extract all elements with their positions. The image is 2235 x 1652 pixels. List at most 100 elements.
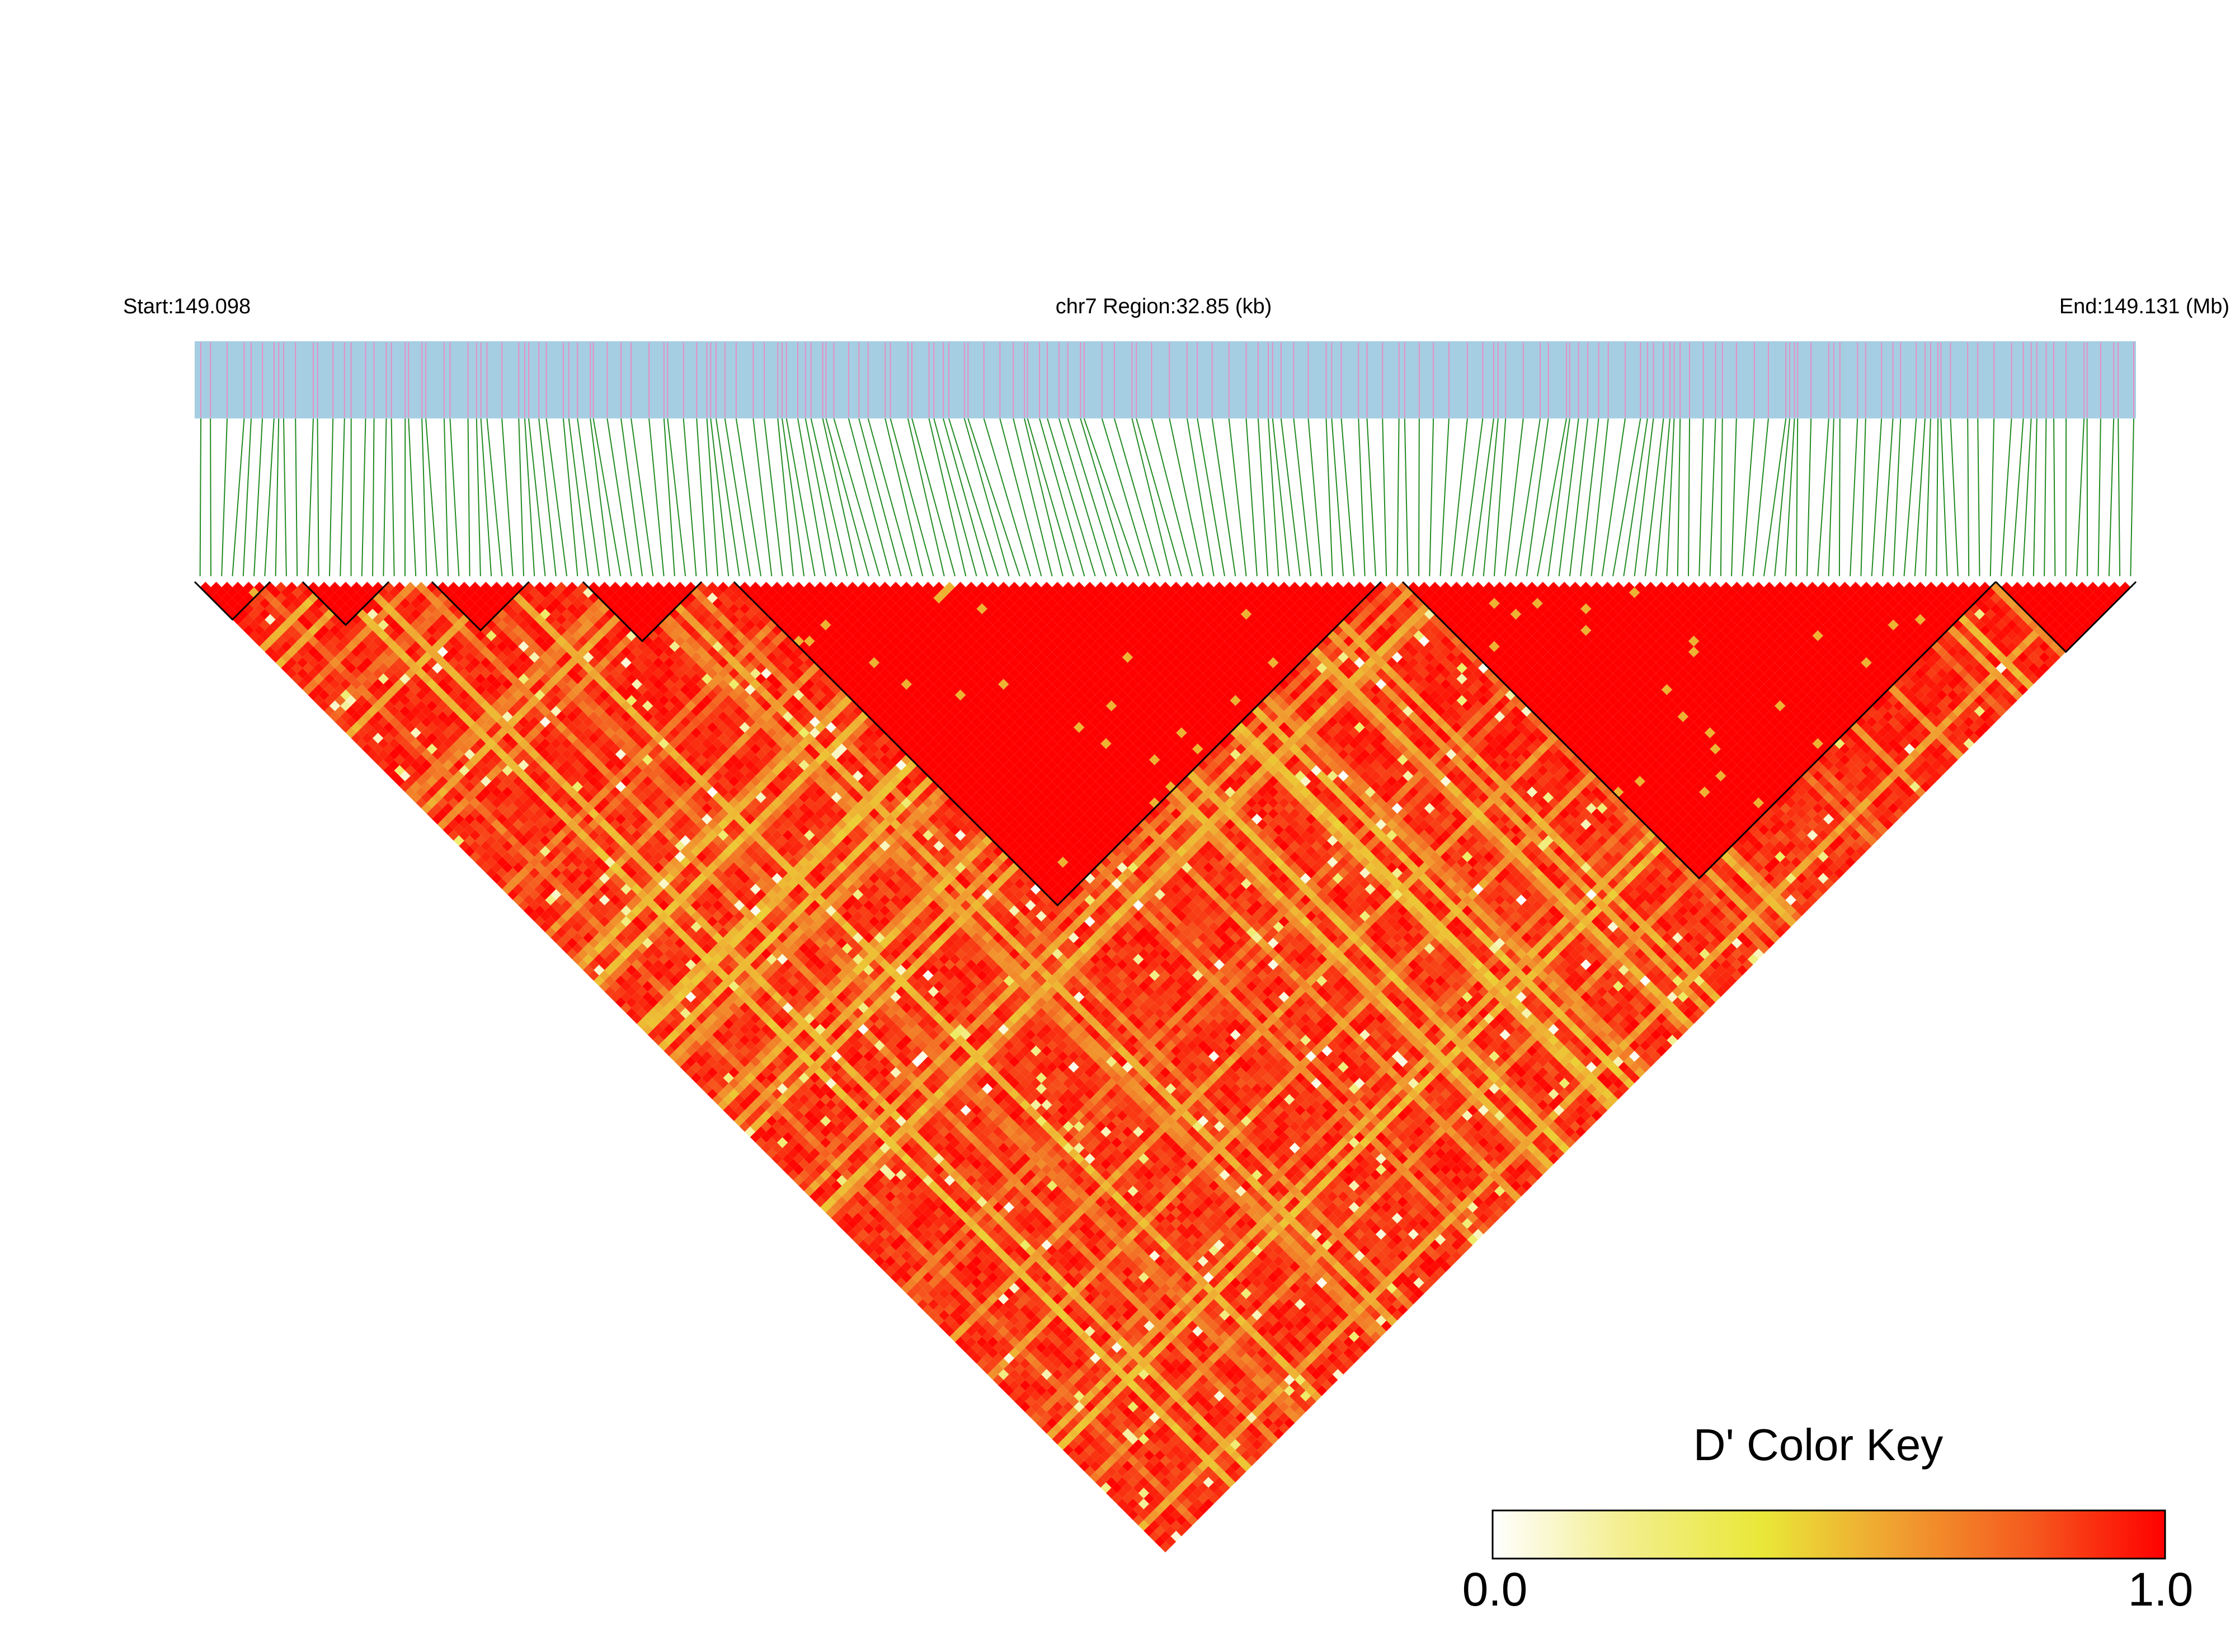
ld-cell bbox=[755, 1126, 766, 1137]
ld-cell bbox=[238, 619, 249, 630]
snp-position-track bbox=[195, 341, 2136, 418]
ld-cell bbox=[475, 846, 486, 857]
snp-connector bbox=[1245, 418, 1258, 577]
snp-connector bbox=[1742, 418, 1755, 577]
snp-connector bbox=[943, 418, 988, 577]
ld-cell bbox=[1046, 1418, 1058, 1429]
ld-cell bbox=[361, 732, 373, 744]
snp-connector bbox=[1677, 418, 1681, 577]
ld-cell bbox=[302, 673, 314, 685]
snp-connector bbox=[1197, 418, 1226, 577]
ld-cell bbox=[421, 803, 432, 814]
ld-cell bbox=[308, 689, 319, 701]
ld-cell bbox=[745, 1116, 756, 1127]
ld-cell bbox=[529, 900, 540, 911]
ld-cell bbox=[960, 1331, 971, 1343]
ld-cell bbox=[750, 1132, 761, 1143]
ld-cell bbox=[982, 1363, 993, 1375]
snp-connector bbox=[295, 418, 298, 577]
ld-cell bbox=[804, 1185, 815, 1197]
snp-connector bbox=[1257, 418, 1269, 577]
ld-cell bbox=[448, 819, 459, 830]
ld-cell bbox=[615, 986, 627, 997]
ld-cell bbox=[685, 1056, 697, 1067]
ld-cell bbox=[281, 652, 292, 663]
snp-connector bbox=[2076, 418, 2085, 577]
snp-connector bbox=[1655, 418, 1671, 577]
ld-cell bbox=[690, 1061, 702, 1073]
snp-connector bbox=[1720, 418, 1723, 577]
ld-cell bbox=[955, 1336, 966, 1348]
snp-connector bbox=[467, 418, 470, 577]
snp-connector bbox=[1228, 418, 1247, 577]
snp-connector bbox=[777, 418, 794, 577]
ld-cell bbox=[421, 792, 432, 803]
snp-connector bbox=[735, 418, 762, 577]
ld-cell bbox=[707, 1077, 718, 1089]
ld-cell bbox=[599, 981, 610, 992]
ld-cell bbox=[281, 641, 292, 652]
ld-cell bbox=[992, 1374, 1004, 1386]
snp-connector bbox=[2011, 418, 2024, 577]
ld-cell bbox=[664, 1034, 675, 1046]
ld-cell bbox=[308, 679, 319, 690]
ld-cell bbox=[259, 641, 270, 652]
ld-cell bbox=[771, 1142, 783, 1154]
snp-connector bbox=[833, 418, 881, 577]
ld-cell bbox=[728, 1099, 740, 1110]
snp-connector bbox=[606, 418, 632, 577]
snp-connector bbox=[1136, 418, 1182, 577]
snp-connector bbox=[1537, 418, 1567, 577]
ld-cell bbox=[1031, 1412, 1042, 1423]
ld-cell bbox=[966, 1347, 977, 1358]
ld-cell bbox=[1057, 1439, 1069, 1450]
ld-cell bbox=[879, 1261, 891, 1272]
ld-cell bbox=[804, 1175, 815, 1186]
ld-cell bbox=[416, 787, 427, 798]
region-title: chr7 Region:32.85 (kb) bbox=[1056, 295, 1272, 318]
snp-connector bbox=[210, 418, 211, 577]
ld-cell bbox=[868, 1239, 880, 1251]
ld-cell bbox=[906, 1288, 917, 1299]
ld-cell bbox=[340, 711, 351, 722]
ld-cell bbox=[1154, 1525, 1165, 1537]
ld-cell bbox=[912, 1283, 923, 1294]
ld-cell bbox=[222, 592, 233, 604]
ld-cell bbox=[432, 813, 443, 825]
ld-cell bbox=[637, 1008, 648, 1019]
ld-cell bbox=[631, 1013, 642, 1024]
ld-cell bbox=[1019, 1401, 1031, 1413]
ld-cell bbox=[588, 970, 599, 981]
ld-cell bbox=[1111, 1482, 1122, 1493]
ld-cell bbox=[373, 743, 384, 755]
ld-cell bbox=[567, 948, 578, 959]
ld-cell bbox=[642, 1024, 653, 1035]
ld-cell bbox=[459, 830, 470, 841]
snp-connector bbox=[967, 418, 1020, 577]
ld-cell bbox=[863, 1234, 874, 1245]
ld-cell bbox=[1084, 1455, 1095, 1466]
ld-cell bbox=[858, 1229, 869, 1240]
snp-connector bbox=[1211, 418, 1236, 577]
ld-cell bbox=[313, 684, 324, 695]
ld-cell bbox=[669, 1051, 680, 1062]
snp-connector bbox=[1977, 418, 1980, 577]
ld-cell bbox=[1068, 1449, 1079, 1461]
snp-connector bbox=[1860, 418, 1866, 577]
ld-cell bbox=[291, 673, 303, 685]
ld-cell bbox=[658, 1040, 670, 1051]
ld-cell bbox=[976, 1347, 987, 1358]
ld-cell bbox=[987, 1358, 999, 1369]
snp-connector bbox=[568, 418, 589, 577]
ld-cell bbox=[464, 846, 476, 857]
ld-cell bbox=[745, 1126, 756, 1137]
snp-connector bbox=[1331, 418, 1344, 577]
ld-cell bbox=[766, 1148, 777, 1159]
snp-connector bbox=[1817, 418, 1829, 577]
snp-connector bbox=[858, 418, 902, 577]
snp-connector bbox=[620, 418, 643, 577]
ld-cell bbox=[939, 1320, 950, 1331]
ld-cell bbox=[486, 867, 497, 879]
ld-cell bbox=[383, 765, 394, 776]
